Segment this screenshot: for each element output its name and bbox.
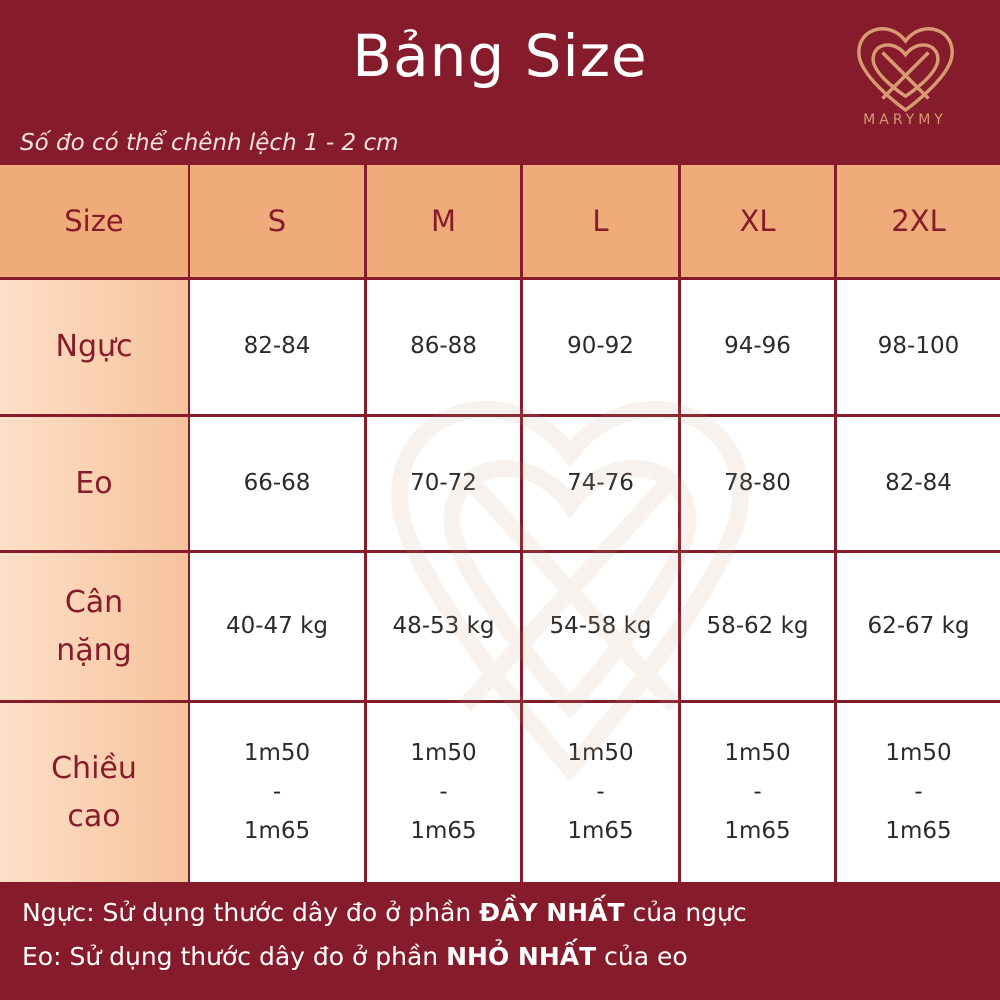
table-cell: 66-68 bbox=[190, 417, 364, 550]
row-header: Ngực bbox=[0, 280, 188, 414]
footer-line: Ngực: Sử dụng thước dây đo ở phần ĐẦY NH… bbox=[22, 898, 747, 927]
footer-text: Eo: Sử dụng thước dây đo ở phần bbox=[22, 942, 447, 971]
column-header: 2XL bbox=[837, 165, 1000, 277]
table-cell: 74-76 bbox=[523, 417, 678, 550]
footer-text: của eo bbox=[596, 942, 688, 971]
table-cell: 1m50 - 1m65 bbox=[190, 703, 364, 882]
table-cell: 1m50 - 1m65 bbox=[837, 703, 1000, 882]
logo bbox=[857, 27, 954, 113]
column-header: L bbox=[523, 165, 678, 277]
footer-text: Ngực: Sử dụng thước dây đo ở phần bbox=[22, 898, 480, 927]
table-cell: 90-92 bbox=[523, 280, 678, 414]
table-cell: 62-67 kg bbox=[837, 553, 1000, 700]
table-cell: 1m50 - 1m65 bbox=[367, 703, 520, 882]
table-cell: 94-96 bbox=[681, 280, 834, 414]
column-header: XL bbox=[681, 165, 834, 277]
table-cell: 82-84 bbox=[837, 417, 1000, 550]
footer-emphasis: NHỎ NHẤT bbox=[446, 942, 597, 971]
row-header: Eo bbox=[0, 417, 188, 550]
logo-text: MARYMY bbox=[863, 112, 947, 128]
table-cell: 70-72 bbox=[367, 417, 520, 550]
row-header: Chiều cao bbox=[0, 703, 188, 882]
subtitle: Số đo có thể chênh lệch 1 - 2 cm bbox=[20, 130, 399, 156]
title: Bảng Size bbox=[352, 22, 648, 90]
footer-emphasis: ĐẦY NHẤT bbox=[479, 898, 625, 927]
footer-line: Eo: Sử dụng thước dây đo ở phần NHỎ NHẤT… bbox=[22, 942, 688, 971]
table-cell: 48-53 kg bbox=[367, 553, 520, 700]
table-cell: 58-62 kg bbox=[681, 553, 834, 700]
column-header: S bbox=[190, 165, 364, 277]
footer-text: của ngực bbox=[624, 898, 747, 927]
row-header: Cân nặng bbox=[0, 553, 188, 700]
table-cell: 86-88 bbox=[367, 280, 520, 414]
column-header: M bbox=[367, 165, 520, 277]
table-cell: 54-58 kg bbox=[523, 553, 678, 700]
table-cell: 82-84 bbox=[190, 280, 364, 414]
table-cell: 40-47 kg bbox=[190, 553, 364, 700]
table-cell: 1m50 - 1m65 bbox=[681, 703, 834, 882]
table-cell: 1m50 - 1m65 bbox=[523, 703, 678, 882]
table-cell: 98-100 bbox=[837, 280, 1000, 414]
table-cell: 78-80 bbox=[681, 417, 834, 550]
column-header: Size bbox=[0, 165, 188, 277]
